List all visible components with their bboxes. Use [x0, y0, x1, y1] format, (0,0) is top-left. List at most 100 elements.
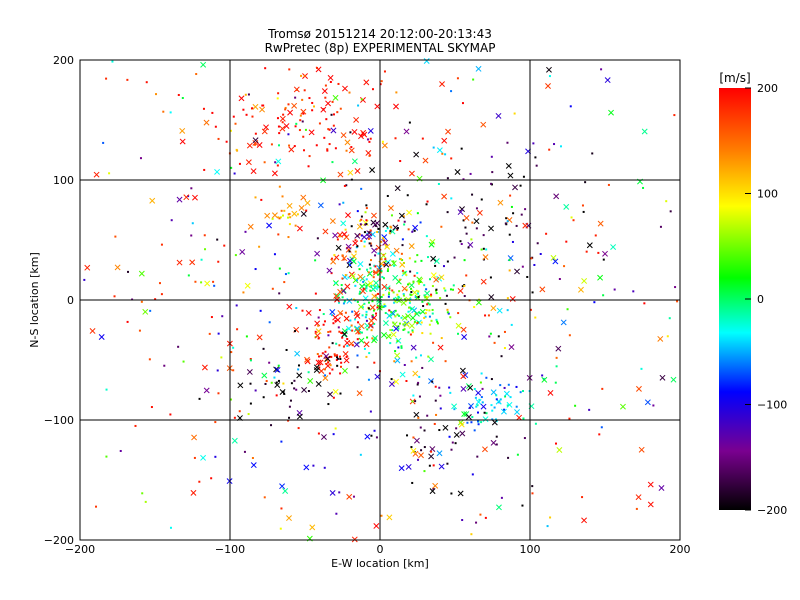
- echo-dot-marker: [317, 432, 320, 435]
- echo-dot-marker: [408, 121, 411, 124]
- echo-dot-marker: [220, 356, 223, 359]
- echo-cross-marker: [495, 112, 502, 119]
- echo-dot-marker: [402, 293, 405, 296]
- echo-dot-marker: [375, 312, 378, 315]
- colorbar-tick-label: 200: [757, 82, 778, 95]
- echo-dot-marker: [384, 260, 387, 263]
- echo-dot-marker: [387, 268, 390, 271]
- echo-dot-marker: [232, 346, 235, 349]
- echo-cross-marker: [291, 102, 298, 109]
- echo-cross-marker: [620, 403, 626, 410]
- echo-dot-marker: [360, 98, 363, 101]
- echo-cross-marker: [337, 231, 343, 238]
- echo-dot-marker: [435, 288, 438, 291]
- echo-dot-marker: [529, 308, 532, 311]
- echo-cross-marker: [442, 424, 449, 431]
- echo-dot-marker: [244, 93, 247, 96]
- echo-cross-marker: [578, 286, 584, 293]
- echo-cross-marker: [329, 309, 336, 315]
- echo-dot-marker: [144, 500, 147, 503]
- echo-dot-marker: [371, 88, 374, 91]
- echo-dot-marker: [331, 368, 334, 371]
- echo-cross-marker: [304, 199, 311, 206]
- echo-dot-marker: [423, 316, 426, 319]
- echo-dot-marker: [287, 103, 290, 106]
- y-tick-label: −200: [44, 534, 74, 547]
- echo-dot-marker: [453, 256, 456, 259]
- echo-dot-marker: [367, 378, 370, 381]
- echo-dot-marker: [202, 107, 205, 110]
- echo-dot-marker: [436, 320, 439, 323]
- echo-cross-marker: [337, 310, 344, 316]
- echo-cross-marker: [353, 116, 360, 123]
- echo-dot-marker: [485, 412, 488, 415]
- echo-cross-marker: [356, 390, 363, 397]
- echo-dot-marker: [408, 306, 411, 309]
- echo-dot-marker: [424, 312, 427, 315]
- echo-cross-marker: [200, 454, 207, 461]
- echo-dot-marker: [330, 257, 333, 260]
- echo-dot-marker: [360, 218, 363, 221]
- echo-dot-marker: [356, 354, 359, 357]
- y-tick-label: 200: [53, 54, 74, 67]
- echo-cross-marker: [408, 243, 415, 250]
- echo-dot-marker: [170, 219, 173, 222]
- echo-dot-marker: [344, 228, 347, 231]
- echo-dot-marker: [210, 477, 213, 480]
- echo-dot-marker: [293, 145, 296, 148]
- echo-dot-marker: [238, 162, 241, 165]
- echo-cross-marker: [475, 65, 482, 72]
- y-tick-label: 100: [53, 174, 74, 187]
- echo-dot-marker: [473, 306, 476, 309]
- echo-dot-marker: [190, 234, 193, 237]
- echo-dot-marker: [450, 448, 453, 451]
- echo-dot-marker: [281, 121, 284, 124]
- echo-cross-marker: [563, 203, 570, 210]
- echo-dot-marker: [354, 284, 357, 287]
- echo-dot-marker: [410, 307, 413, 310]
- echo-dot-marker: [401, 259, 404, 262]
- echo-dot-marker: [287, 236, 290, 239]
- echo-dot-marker: [443, 287, 446, 290]
- echo-dot-marker: [534, 156, 537, 159]
- echo-dot-marker: [381, 140, 384, 143]
- echo-dot-marker: [334, 427, 337, 430]
- echo-cross-marker: [376, 296, 383, 303]
- echo-dot-marker: [436, 322, 439, 325]
- echo-dot-marker: [388, 291, 391, 294]
- echo-dot-marker: [568, 417, 571, 420]
- echo-dot-marker: [295, 122, 298, 125]
- echo-dot-marker: [386, 270, 389, 273]
- echo-cross-marker: [349, 273, 356, 280]
- echo-cross-marker: [363, 79, 370, 86]
- echo-dot-marker: [377, 292, 380, 295]
- echo-dot-marker: [642, 186, 645, 189]
- echo-cross-marker: [459, 367, 466, 374]
- echo-dot-marker: [600, 68, 603, 71]
- echo-dot-marker: [456, 77, 459, 80]
- echo-dot-marker: [390, 214, 393, 217]
- echo-dot-marker: [316, 353, 319, 356]
- echo-cross-marker: [261, 128, 268, 135]
- echo-dot-marker: [383, 305, 386, 308]
- echo-cross-marker: [429, 488, 436, 495]
- echo-dot-marker: [327, 128, 330, 131]
- echo-dot-marker: [555, 365, 558, 368]
- echo-dot-marker: [214, 455, 217, 458]
- echo-dot-marker: [407, 310, 410, 313]
- echo-dot-marker: [102, 141, 105, 144]
- echo-dot-marker: [480, 396, 483, 399]
- echo-cross-marker: [608, 109, 614, 116]
- echo-dot-marker: [352, 495, 355, 498]
- echo-dot-marker: [389, 230, 392, 233]
- echo-cross-marker: [313, 367, 320, 374]
- echo-cross-marker: [386, 514, 393, 521]
- echo-dot-marker: [406, 434, 409, 437]
- echo-cross-marker: [514, 409, 520, 416]
- echo-dot-marker: [177, 93, 180, 96]
- echo-dot-marker: [317, 324, 320, 327]
- echo-dot-marker: [479, 513, 482, 516]
- echo-dot-marker: [402, 328, 405, 331]
- echo-dot-marker: [367, 301, 370, 304]
- echo-cross-marker: [138, 270, 145, 277]
